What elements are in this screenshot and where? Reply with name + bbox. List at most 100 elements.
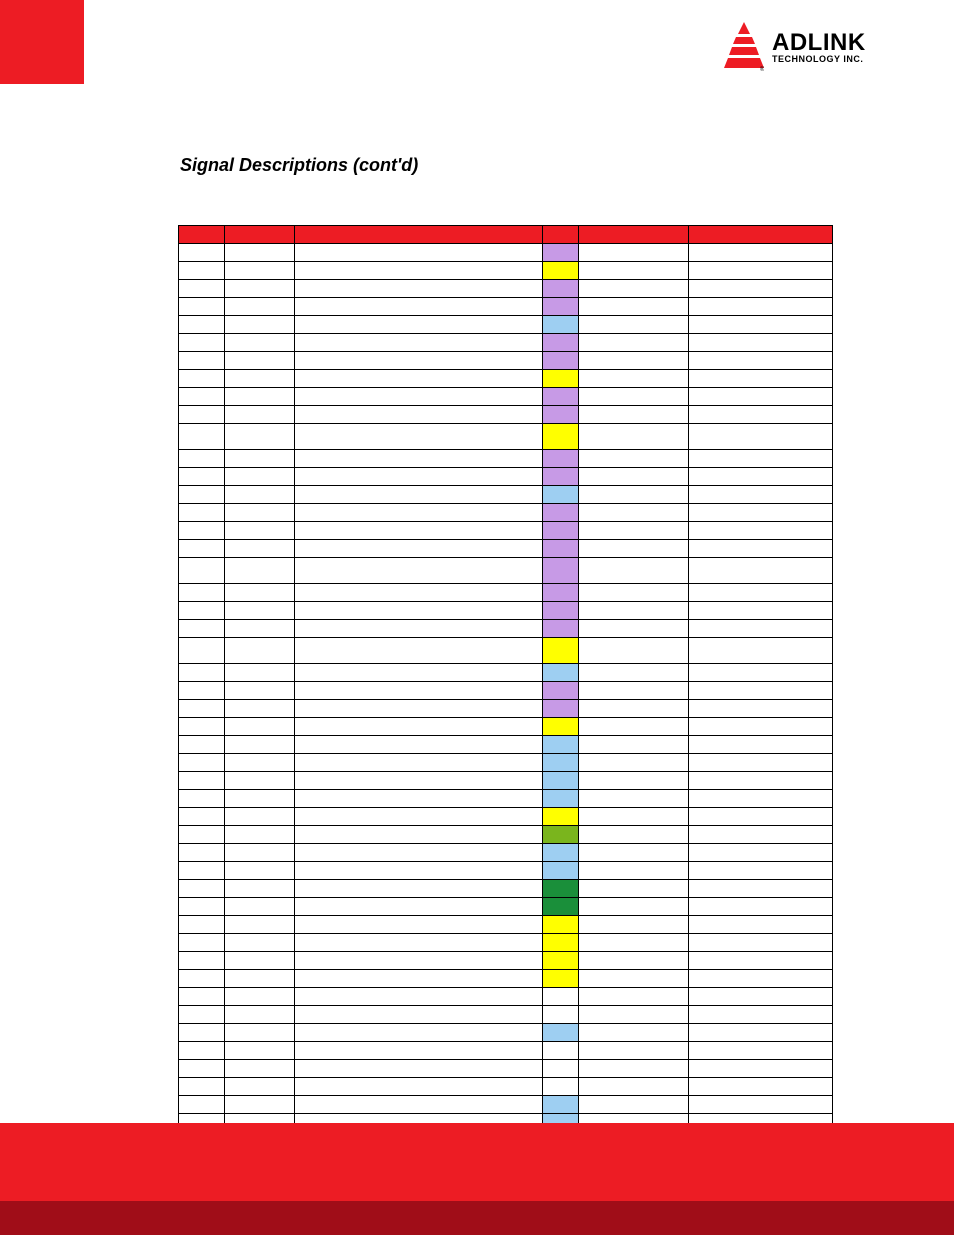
- table-cell: [689, 844, 833, 862]
- table-cell: [295, 826, 543, 844]
- table-row: [179, 934, 833, 952]
- table-row: [179, 952, 833, 970]
- table-color-cell: [543, 388, 579, 406]
- table-cell: [179, 916, 225, 934]
- table-cell: [295, 468, 543, 486]
- table-color-cell: [543, 862, 579, 880]
- table-cell: [295, 424, 543, 450]
- table-cell: [225, 352, 295, 370]
- table-cell: [225, 486, 295, 504]
- table-cell: [225, 826, 295, 844]
- table-cell: [295, 602, 543, 620]
- table-cell: [579, 298, 689, 316]
- table-row: [179, 898, 833, 916]
- table-cell: [689, 1006, 833, 1024]
- table-cell: [295, 334, 543, 352]
- table-cell: [689, 558, 833, 584]
- table-cell: [689, 638, 833, 664]
- table-color-cell: [543, 952, 579, 970]
- table-cell: [179, 540, 225, 558]
- table-cell: [225, 664, 295, 682]
- table-cell: [225, 700, 295, 718]
- footer-dark: [0, 1201, 954, 1235]
- table-row: [179, 334, 833, 352]
- table-row: [179, 682, 833, 700]
- table-color-cell: [543, 522, 579, 540]
- table-cell: [689, 316, 833, 334]
- table-row: [179, 916, 833, 934]
- table-cell: [689, 1024, 833, 1042]
- table-cell: [295, 844, 543, 862]
- table-cell: [179, 970, 225, 988]
- table-cell: [295, 1096, 543, 1114]
- footer-red: [0, 1123, 954, 1201]
- table-cell: [579, 370, 689, 388]
- table-cell: [579, 736, 689, 754]
- table-row: [179, 1096, 833, 1114]
- table-color-cell: [543, 468, 579, 486]
- table-color-cell: [543, 1006, 579, 1024]
- table-color-cell: [543, 334, 579, 352]
- table-cell: [579, 352, 689, 370]
- table-color-cell: [543, 244, 579, 262]
- table-cell: [179, 468, 225, 486]
- table-cell: [689, 244, 833, 262]
- table-cell: [225, 584, 295, 602]
- table-row: [179, 988, 833, 1006]
- table-cell: [179, 952, 225, 970]
- table-cell: [225, 450, 295, 468]
- table-row: [179, 844, 833, 862]
- table-row: [179, 1024, 833, 1042]
- table-cell: [225, 754, 295, 772]
- table-cell: [225, 772, 295, 790]
- table-cell: [689, 280, 833, 298]
- table-cell: [689, 736, 833, 754]
- table-color-cell: [543, 370, 579, 388]
- table-cell: [295, 718, 543, 736]
- table-color-cell: [543, 988, 579, 1006]
- table-color-cell: [543, 504, 579, 522]
- table-cell: [295, 988, 543, 1006]
- table-cell: [295, 406, 543, 424]
- table-header-cell: [295, 226, 543, 244]
- table-cell: [295, 664, 543, 682]
- table-cell: [689, 790, 833, 808]
- table-cell: [689, 862, 833, 880]
- table-color-cell: [543, 772, 579, 790]
- table-cell: [579, 602, 689, 620]
- table-cell: [225, 638, 295, 664]
- table-row: [179, 880, 833, 898]
- table-color-cell: [543, 486, 579, 504]
- table-cell: [225, 602, 295, 620]
- table-cell: [295, 504, 543, 522]
- table-color-cell: [543, 584, 579, 602]
- table-cell: [579, 952, 689, 970]
- table-cell: [225, 280, 295, 298]
- table-cell: [579, 468, 689, 486]
- table-cell: [295, 486, 543, 504]
- table-cell: [179, 1006, 225, 1024]
- table-cell: [179, 988, 225, 1006]
- logo-name: ADLINK: [772, 31, 866, 55]
- table-row: [179, 424, 833, 450]
- table-cell: [579, 718, 689, 736]
- table-cell: [579, 862, 689, 880]
- table-cell: [579, 682, 689, 700]
- table-cell: [295, 558, 543, 584]
- table-cell: [179, 844, 225, 862]
- table-cell: [295, 916, 543, 934]
- logo-text: ADLINK TECHNOLOGY INC.: [772, 31, 866, 64]
- table-cell: [179, 450, 225, 468]
- table-cell: [295, 862, 543, 880]
- table-cell: [179, 790, 225, 808]
- table-color-cell: [543, 450, 579, 468]
- table-color-cell: [543, 424, 579, 450]
- table-cell: [295, 1078, 543, 1096]
- table-cell: [179, 584, 225, 602]
- table-cell: [689, 700, 833, 718]
- table-cell: [225, 244, 295, 262]
- table-cell: [225, 540, 295, 558]
- table-cell: [225, 388, 295, 406]
- table-color-cell: [543, 664, 579, 682]
- table-row: [179, 664, 833, 682]
